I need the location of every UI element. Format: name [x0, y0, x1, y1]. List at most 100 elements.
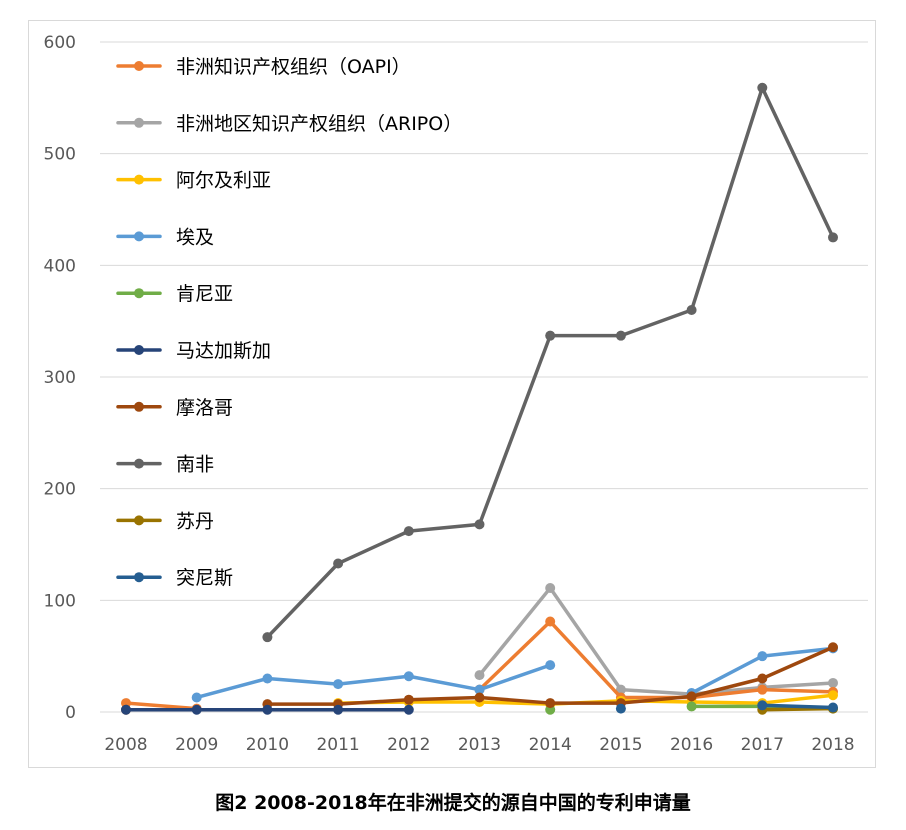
legend-marker: [134, 288, 144, 299]
legend-marker: [134, 515, 144, 526]
data-point: [545, 616, 556, 627]
legend-marker: [134, 174, 144, 185]
series-10: [615, 700, 838, 714]
y-tick-label: 300: [44, 368, 76, 388]
x-tick-label: 2014: [529, 735, 572, 755]
data-point: [474, 692, 485, 703]
data-point: [686, 305, 697, 315]
legend-marker: [134, 61, 144, 71]
series-line: [760, 703, 835, 710]
data-point: [828, 677, 838, 688]
series-line: [265, 645, 835, 706]
data-point: [545, 330, 556, 341]
data-point: [828, 642, 838, 653]
x-tick-label: 2009: [175, 735, 218, 755]
legend-label: 非洲地区知识产权组织（ARIPO）: [176, 113, 462, 135]
axis-labels: 0 100 200 300 400 500 600 2008 2009 2010 2011 2012 2…: [44, 33, 855, 755]
legend-item: 马达加斯加: [116, 340, 271, 362]
data-point: [545, 698, 556, 709]
legend-label: 埃及: [176, 226, 214, 248]
y-tick-label: 500: [44, 145, 76, 165]
legend-item: 非洲知识产权组织（OAPI）: [116, 56, 411, 78]
data-point: [828, 690, 838, 701]
series-line: [265, 86, 835, 639]
series-8: [262, 82, 838, 643]
y-tick-label: 600: [44, 33, 76, 53]
data-point: [474, 684, 485, 695]
legend-item: 非洲地区知识产权组织（ARIPO）: [116, 113, 462, 135]
x-tick-label: 2013: [458, 735, 501, 755]
data-point: [262, 704, 273, 715]
figure-caption: 图2 2008-2018年在非洲提交的源自中国的专利申请量: [215, 792, 691, 814]
grid-lines: [100, 41, 868, 713]
data-point: [333, 679, 344, 690]
legend-marker: [134, 572, 144, 583]
data-point: [686, 701, 697, 712]
legend-item: 肯尼亚: [116, 283, 233, 305]
data-point: [121, 704, 131, 715]
legend: 非洲知识产权组织（OAPI） 非洲地区知识产权组织（ARIPO） 阿尔及利亚埃及肯尼…: [116, 56, 462, 589]
data-point: [757, 673, 768, 684]
data-point: [403, 704, 414, 715]
data-point: [828, 702, 838, 713]
data-point: [191, 704, 202, 715]
data-point: [615, 684, 626, 695]
x-tick-label: 2018: [811, 735, 854, 755]
data-point: [191, 692, 202, 703]
legend-marker: [134, 345, 144, 355]
legend-label: 肯尼亚: [176, 283, 233, 305]
series-layer: [121, 82, 838, 715]
x-tick-label: 2008: [104, 735, 147, 755]
series-line: [194, 663, 552, 700]
legend-item: 摩洛哥: [116, 397, 233, 419]
x-tick-label: 2016: [670, 735, 713, 755]
legend-label: 苏丹: [176, 510, 214, 532]
data-point: [474, 519, 485, 530]
data-point: [686, 691, 697, 702]
data-point: [757, 651, 768, 662]
data-point: [757, 684, 768, 695]
x-tick-label: 2015: [599, 735, 642, 755]
series-line: [477, 586, 835, 696]
legend-item: 苏丹: [116, 510, 214, 532]
y-tick-label: 100: [44, 591, 76, 611]
y-tick-label: 200: [44, 480, 76, 500]
data-point: [757, 82, 768, 93]
data-point: [262, 632, 273, 643]
data-point: [757, 700, 768, 711]
legend-label: 非洲知识产权组织（OAPI）: [176, 56, 411, 78]
legend-marker: [134, 458, 144, 469]
y-tick-label: 0: [65, 703, 76, 723]
data-point: [262, 673, 273, 684]
data-point: [545, 660, 556, 671]
legend-item: 埃及: [116, 226, 214, 248]
data-point: [474, 670, 485, 681]
legend-marker: [134, 117, 144, 128]
data-point: [403, 694, 414, 705]
series-4: [191, 643, 838, 703]
line-chart: 0 100 200 300 400 500 600 2008 2009 2010 2011 2012 2…: [44, 33, 868, 755]
data-point: [333, 558, 344, 569]
data-point: [333, 704, 344, 715]
data-point: [615, 330, 626, 341]
x-tick-label: 2012: [387, 735, 430, 755]
legend-marker: [134, 401, 144, 412]
legend-label: 突尼斯: [176, 567, 233, 589]
series-line: [477, 619, 835, 700]
x-tick-label: 2017: [741, 735, 784, 755]
data-point: [403, 671, 414, 682]
data-point: [403, 526, 414, 537]
legend-marker: [134, 231, 144, 242]
y-tick-label: 400: [44, 256, 76, 276]
series-line: [124, 701, 199, 711]
legend-label: 南非: [176, 454, 214, 476]
x-tick-label: 2011: [316, 735, 359, 755]
data-point: [545, 583, 556, 594]
data-point: [615, 703, 626, 714]
legend-label: 马达加斯加: [176, 340, 271, 362]
legend-item: 南非: [116, 454, 214, 476]
legend-item: 阿尔及利亚: [116, 170, 271, 192]
chart-frame: [28, 20, 876, 768]
legend-label: 摩洛哥: [176, 397, 233, 419]
series-6: [121, 704, 414, 715]
